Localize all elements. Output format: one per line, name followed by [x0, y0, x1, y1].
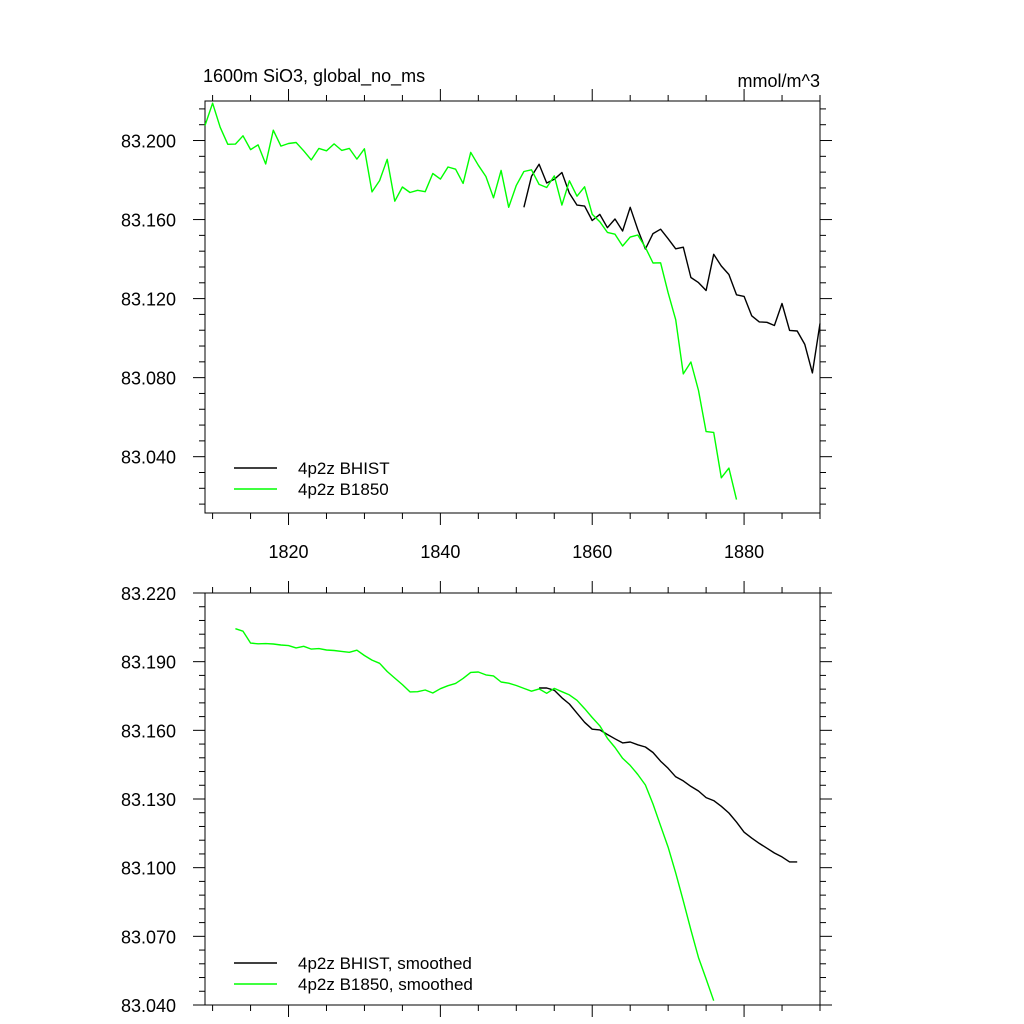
y-tick-label: 83.100: [121, 859, 176, 879]
series-line-bhist: [539, 687, 798, 863]
y-tick-label: 83.200: [121, 132, 176, 152]
units-label: mmol/m^3: [738, 71, 820, 91]
x-tick-label: 1840: [420, 542, 460, 562]
series-line-b1850: [235, 628, 715, 1001]
legend-label: 4p2z BHIST, smoothed: [298, 954, 472, 973]
legend-label: 4p2z BHIST: [298, 459, 390, 478]
series-line-bhist: [523, 163, 821, 374]
y-tick-label: 83.120: [121, 290, 176, 310]
top-panel: 1600m SiO3, global_no_ms mmol/m^3 1820 1840…: [121, 66, 832, 562]
y-tick-label: 83.160: [121, 211, 176, 231]
plot-frame: [204, 592, 821, 1006]
legend-label: 4p2z B1850: [298, 480, 389, 499]
y-tick-label: 83.080: [121, 369, 176, 389]
x-tick-label: 1880: [724, 542, 764, 562]
y-tick-label: 83.160: [121, 721, 176, 741]
chart-title: 1600m SiO3, global_no_ms: [203, 66, 425, 87]
y-tick-label: 83.040: [121, 448, 176, 468]
y-tick-label: 83.220: [121, 584, 176, 604]
bottom-panel: 83.040 83.070 83.100 83.130 83.160 83.190 83.2…: [121, 581, 832, 1017]
legend-label: 4p2z B1850, smoothed: [298, 975, 473, 994]
x-tick-label: 1820: [268, 542, 308, 562]
x-tick-label: 1860: [572, 542, 612, 562]
plot-frame: [204, 100, 821, 514]
y-tick-label: 83.070: [121, 927, 176, 947]
series-line-b1850: [204, 102, 738, 500]
y-tick-label: 83.040: [121, 996, 176, 1016]
y-tick-label: 83.130: [121, 790, 176, 810]
y-tick-label: 83.190: [121, 653, 176, 673]
